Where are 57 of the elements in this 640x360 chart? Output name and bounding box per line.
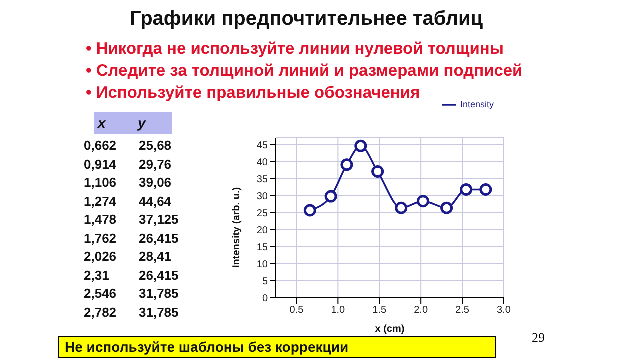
text: 31,785	[139, 286, 179, 303]
text: 44,64	[139, 194, 172, 210]
point	[324, 190, 338, 203]
point	[416, 195, 430, 208]
y-tick-label: 45	[256, 140, 268, 152]
x-tick-label: 0.5	[290, 305, 304, 316]
point	[304, 204, 316, 217]
text: • Используйте правильные обозначения	[86, 84, 420, 103]
text: Не используйте шаблоны без коррекции	[58, 336, 496, 358]
text: 1,478	[84, 212, 118, 229]
point	[340, 158, 354, 172]
text: 2,026	[84, 249, 118, 266]
x-tick-label: 3.0	[497, 305, 512, 316]
text: 26,415	[139, 268, 179, 284]
text: 0,914	[84, 156, 118, 174]
text: • Следите за толщиной линий и размерами подписей	[86, 62, 523, 81]
x-axis-title: x (cm)	[375, 324, 405, 335]
text: 26,415	[139, 230, 179, 248]
text: 28,41	[139, 249, 172, 266]
text: 1,106	[84, 175, 118, 192]
x-tick-label: 2.5	[456, 305, 470, 316]
point	[354, 140, 368, 152]
y-tick-label: 25	[256, 208, 268, 220]
point	[372, 165, 384, 178]
text: 29,76	[139, 156, 172, 174]
y-tick-label: 0	[262, 294, 268, 305]
text: x	[96, 115, 107, 131]
text: 1,762	[84, 230, 118, 248]
text: 2,31	[84, 268, 110, 284]
y-axis-title: Intensity (arb. u.)	[232, 187, 243, 268]
text: 31,785	[139, 304, 179, 322]
chart-title: Графики предпочтительнее таблиц	[130, 8, 484, 31]
text: y	[138, 115, 146, 131]
text: 2,782	[84, 304, 118, 322]
x-tick-label: 1.0	[331, 305, 346, 316]
y-tick-label: 30	[256, 191, 268, 202]
point	[440, 202, 454, 214]
y-tick-label: 15	[256, 242, 268, 254]
text: 25,68	[139, 138, 172, 155]
text: • Никогда не используйте линии нулевой толщины	[86, 40, 504, 59]
legend-label: Intensity	[460, 99, 494, 110]
point	[395, 202, 408, 214]
x-tick-label: 2.0	[414, 305, 428, 316]
point	[460, 183, 473, 196]
point	[480, 183, 492, 196]
y-tick-label: 40	[256, 157, 268, 168]
y-tick-label: 10	[256, 260, 268, 271]
text: 1,274	[84, 194, 118, 210]
x-tick-label: 1.5	[372, 305, 388, 316]
text: 39,06	[139, 175, 172, 192]
text: 29	[532, 330, 545, 346]
y-tick-label: 20	[256, 225, 268, 236]
text: 0,662	[84, 138, 118, 155]
text: 2,546	[84, 286, 118, 303]
y-tick-label: 5	[262, 276, 268, 288]
text: 37,125	[139, 212, 179, 229]
y-tick-label: 35	[256, 174, 268, 186]
